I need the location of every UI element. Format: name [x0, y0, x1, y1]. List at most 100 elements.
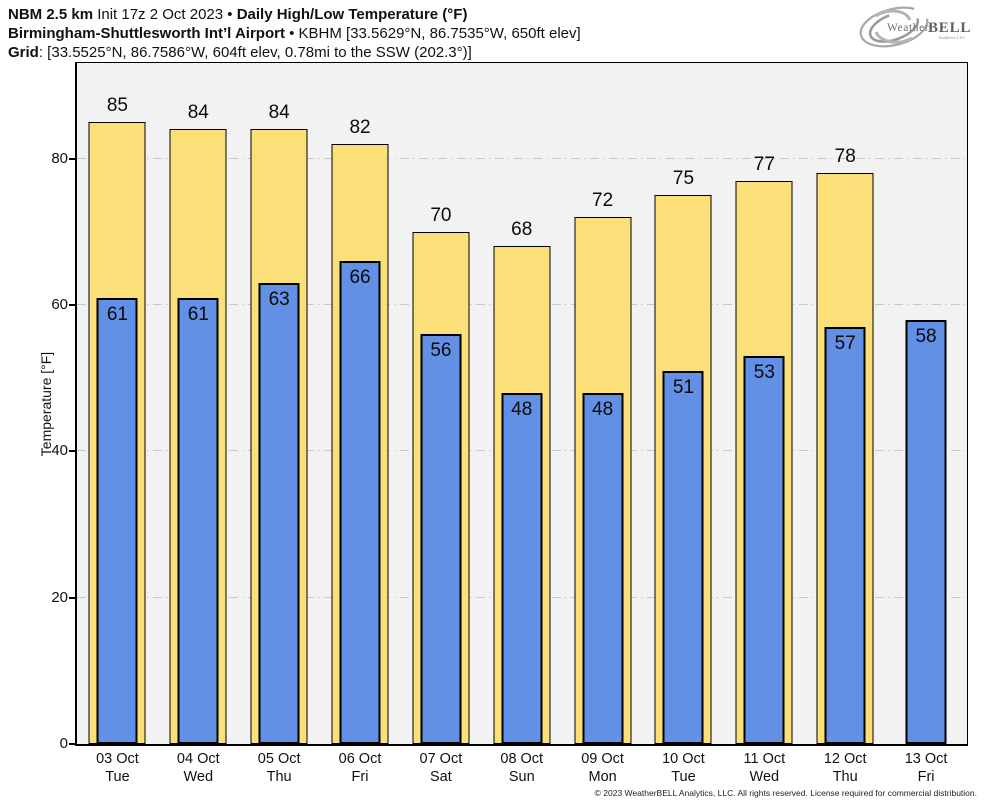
low-value-label: 57 [834, 332, 856, 354]
low-value-label: 61 [187, 303, 209, 325]
x-tick-day: Fri [351, 769, 369, 785]
bar-group-05-Oct: 84 63 [239, 63, 320, 744]
logo-brand-weather: Weather [887, 22, 929, 34]
chart-header: NBM 2.5 km Init 17z 2 Oct 2023 • Daily H… [8, 5, 581, 62]
high-value-label: 70 [430, 204, 452, 226]
high-value-label: 72 [592, 190, 614, 212]
x-tick-day: Sun [508, 769, 535, 785]
grid-meta: : [33.5525°N, 86.7586°W, 604ft elev, 0.7… [38, 44, 472, 61]
weatherbell-logo: Weather BELL Analytics LLC [854, 2, 978, 52]
high-value-label: 78 [834, 146, 856, 168]
x-tick-label-03-Oct: 03 Oct Tue [77, 750, 158, 786]
high-value-label: 68 [511, 219, 533, 241]
high-value-label: 84 [268, 102, 290, 124]
swirl-icon: Weather BELL Analytics LLC [859, 6, 971, 48]
bar-group-08-Oct: 68 48 [481, 63, 562, 744]
x-tick-label-08-Oct: 08 Oct Sun [481, 750, 562, 786]
low-value-label: 48 [592, 398, 614, 420]
low-bar [743, 356, 785, 744]
bar-group-10-Oct: 75 51 [643, 63, 724, 744]
x-tick-day: Thu [266, 769, 292, 785]
x-tick-date: 11 Oct [743, 751, 786, 767]
station-meta: • KBHM [33.5629°N, 86.7535°W, 650ft elev… [284, 25, 581, 42]
high-value-label: 85 [106, 95, 128, 117]
low-value-label: 66 [349, 267, 371, 289]
y-tick-mark-20 [69, 596, 76, 599]
x-tick-day: Wed [183, 769, 214, 785]
low-value-label: 63 [268, 289, 290, 311]
x-tick-label-05-Oct: 05 Oct Thu [239, 750, 320, 786]
bar-group-07-Oct: 70 56 [400, 63, 481, 744]
y-tick-mark-60 [69, 303, 76, 306]
title-line: NBM 2.5 km Init 17z 2 Oct 2023 • Daily H… [8, 5, 581, 24]
bar-group-12-Oct: 78 57 [805, 63, 886, 744]
high-value-label: 75 [672, 168, 695, 190]
y-tick-label-80: 80 [51, 149, 68, 167]
x-tick-date: 07 Oct [419, 751, 463, 767]
plot-area: 85 61 84 61 84 63 82 66 70 56 68 48 72 48 75 51 77 53 78 57… [75, 62, 968, 746]
x-tick-date: 03 Oct [96, 751, 139, 767]
y-tick-mark-40 [69, 450, 76, 453]
bar-group-13-Oct: 58 [886, 63, 967, 744]
x-tick-label-12-Oct: 12 Oct Thu [805, 750, 886, 786]
x-tick-day: Thu [832, 769, 858, 785]
x-tick-date: 08 Oct [500, 751, 544, 767]
x-tick-date: 05 Oct [257, 751, 301, 767]
high-value-label: 82 [349, 117, 371, 138]
bar-group-04-Oct: 84 61 [158, 63, 239, 744]
x-tick-date: 13 Oct [904, 751, 948, 767]
low-value-label: 51 [672, 376, 695, 398]
station-line: Birmingham-Shuttlesworth Int’l Airport •… [8, 24, 581, 43]
x-tick-day: Mon [588, 769, 617, 785]
low-value-label: 58 [915, 325, 937, 347]
y-tick-label-40: 40 [51, 442, 68, 460]
high-value-label: 77 [753, 153, 775, 175]
x-tick-label-09-Oct: 09 Oct Mon [562, 750, 643, 786]
x-tick-date: 12 Oct [823, 751, 867, 767]
x-tick-date: 06 Oct [338, 751, 382, 767]
grid-line: Grid: [33.5525°N, 86.7586°W, 604ft elev,… [8, 43, 581, 62]
x-tick-date: 04 Oct [176, 751, 220, 767]
low-bar [177, 297, 219, 744]
low-bar [824, 326, 866, 744]
y-tick-label-60: 60 [51, 295, 68, 313]
x-tick-day: Tue [105, 769, 130, 785]
y-tick-mark-80 [69, 157, 76, 160]
grid-label: Grid [8, 44, 39, 61]
low-bar [339, 261, 381, 744]
x-tick-day: Tue [671, 769, 696, 785]
product-name: Daily High/Low Temperature (°F) [236, 6, 468, 23]
low-value-label: 56 [430, 340, 452, 362]
y-tick-label-20: 20 [51, 588, 68, 606]
x-tick-day: Wed [749, 769, 780, 785]
x-tick-date: 10 Oct [662, 751, 705, 767]
copyright-text: © 2023 WeatherBELL Analytics, LLC. All r… [594, 788, 977, 798]
y-tick-label-0: 0 [59, 735, 68, 752]
x-tick-label-06-Oct: 06 Oct Fri [320, 750, 401, 786]
init-time: Init 17z 2 Oct 2023 • [93, 6, 237, 23]
low-value-label: 61 [106, 303, 128, 325]
model-name: NBM 2.5 km [8, 6, 94, 23]
bar-group-09-Oct: 72 48 [562, 63, 643, 744]
low-bar [420, 334, 462, 744]
x-tick-label-11-Oct: 11 Oct Wed [724, 750, 805, 786]
low-bar [662, 370, 704, 744]
low-bar [258, 283, 300, 744]
station-name: Birmingham-Shuttlesworth Int’l Airport [8, 25, 285, 42]
low-value-label: 48 [511, 398, 533, 420]
low-bar [96, 297, 138, 744]
high-value-label: 84 [187, 102, 209, 124]
x-tick-day: Sat [430, 769, 452, 785]
bar-group-03-Oct: 85 61 [77, 63, 158, 744]
low-bar [582, 392, 624, 744]
x-tick-date: 09 Oct [581, 751, 624, 767]
x-tick-label-10-Oct: 10 Oct Tue [643, 750, 724, 786]
x-tick-label-13-Oct: 13 Oct Fri [886, 750, 967, 786]
x-tick-label-04-Oct: 04 Oct Wed [158, 750, 239, 786]
logo-brand-bell: BELL [928, 20, 971, 36]
low-bar [501, 392, 543, 744]
gridline-80 [77, 157, 967, 159]
x-tick-day: Fri [917, 769, 935, 785]
bar-group-11-Oct: 77 53 [724, 63, 805, 744]
